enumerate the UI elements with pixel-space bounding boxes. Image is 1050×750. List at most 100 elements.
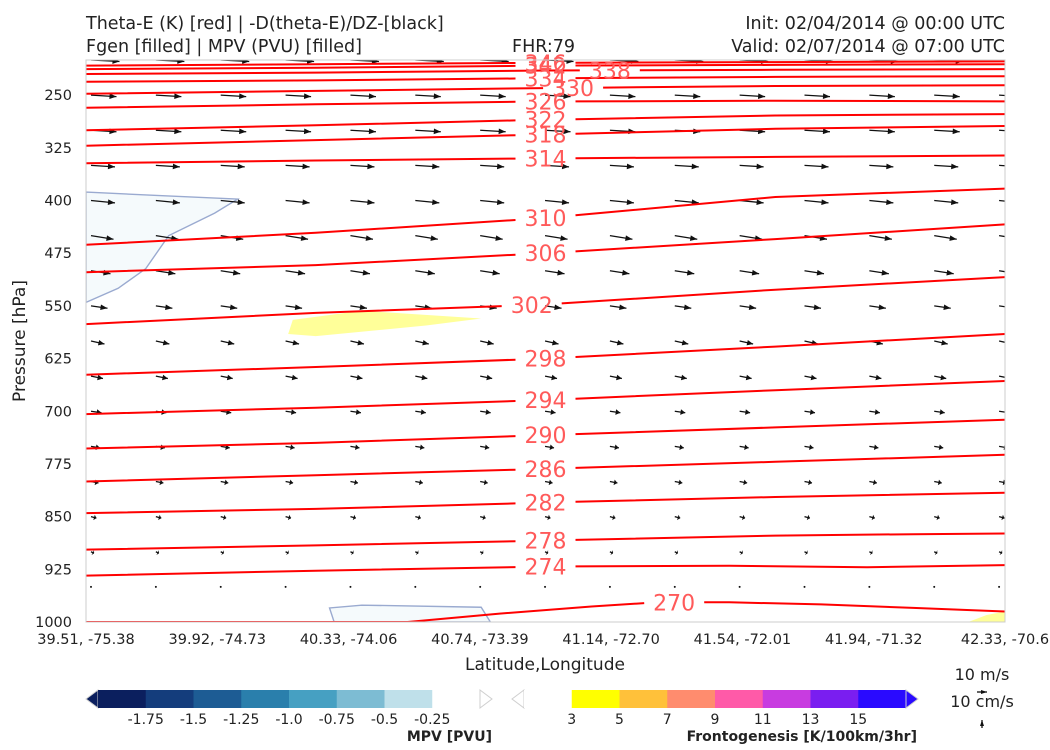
wind-vector — [90, 199, 116, 205]
mpv-colorbar: -1.75 -1.5 -1.25 -1.0 -0.75 -0.5 -0.25 — [85, 689, 493, 728]
x-tick-label: 40.74, -73.39 — [431, 632, 528, 648]
wind-vector — [220, 269, 241, 276]
theta-e-contour-318 — [86, 134, 516, 147]
vector-key-horizontal-label: 10 m/s — [955, 665, 1010, 684]
theta-e-label-278: 278 — [525, 530, 567, 555]
theta-e-contour-290 — [575, 418, 1005, 436]
colorbar-swatch — [432, 690, 481, 708]
theta-e-label-274: 274 — [525, 556, 567, 581]
colorbar-tick-label: 11 — [754, 712, 772, 728]
theta-e-label-334: 334 — [525, 67, 567, 92]
wind-vector — [155, 199, 180, 205]
wind-vector — [544, 514, 551, 521]
wind-vector — [220, 550, 225, 556]
colorbar-swatch — [289, 690, 338, 708]
theta-e-label-282: 282 — [525, 492, 567, 517]
wind-vector — [545, 128, 571, 135]
wind-vector — [220, 479, 229, 486]
wind-vector — [739, 550, 743, 556]
wind-vector — [350, 444, 360, 450]
colorbar-tick-label: -0.5 — [371, 712, 398, 728]
wind-vector — [220, 93, 247, 100]
colorbar-tick-label: -1.75 — [128, 712, 164, 728]
wind-vector — [90, 234, 114, 241]
theta-e-contour-338 — [639, 68, 1005, 72]
colorbar-tick-label: 9 — [711, 712, 720, 728]
wind-vector — [155, 93, 182, 100]
colorbar-swatch — [858, 690, 907, 708]
vector-key-horizontal-arrowhead — [981, 690, 987, 694]
theta-e-contour-278 — [575, 532, 1005, 541]
wind-vector — [739, 304, 757, 311]
x-tick-label: 41.54, -72.01 — [694, 632, 791, 648]
wind-vector — [545, 163, 570, 170]
wind-vector — [415, 550, 419, 556]
frontogenesis-colorbar-title: Frontogenesis [K/100km/3hr] — [687, 729, 917, 745]
wind-vector — [674, 93, 701, 100]
wind-vector — [998, 305, 1005, 308]
frontogenesis-colorbar: 3 5 7 9 11 13 15 — [511, 689, 919, 728]
wind-vector — [934, 339, 948, 346]
theta-e-contour-282 — [86, 502, 516, 515]
wind-vector — [220, 304, 238, 311]
wind-vector — [804, 128, 831, 135]
mpv-region-1 — [328, 604, 492, 622]
wind-vector — [739, 479, 748, 486]
x-axis-label: Latitude,Longitude — [465, 655, 625, 675]
wind-vector — [350, 234, 374, 241]
theta-e-contour-334 — [575, 75, 1005, 80]
wind-vector — [90, 374, 104, 381]
wind-vector — [90, 304, 108, 311]
wind-vector — [934, 128, 960, 135]
wind-vector — [220, 339, 235, 346]
y-axis-ticks: 250 325 400 475 550 625 700 775 850 925 1000 — [35, 88, 72, 631]
wind-vector — [350, 128, 376, 135]
theta-e-label-286: 286 — [525, 458, 567, 483]
theta-e-contour-326 — [575, 99, 1005, 103]
wind-vector — [155, 60, 185, 64]
theta-e-label-318: 318 — [525, 123, 567, 148]
wind-vector — [350, 339, 365, 346]
wind-vector — [480, 234, 503, 241]
wind-vector — [285, 163, 310, 170]
colorbar-extend-left — [85, 689, 99, 709]
wind-vector — [609, 304, 627, 311]
wind-vector — [804, 199, 829, 205]
wind-vector — [544, 479, 553, 486]
x-tick-label: 41.94, -71.32 — [825, 632, 922, 648]
theta-e-contour-306 — [575, 223, 1005, 253]
theta-e-contour-322 — [575, 113, 1005, 121]
wind-vector — [544, 444, 555, 450]
vector-key-vertical-label: 10 cm/s — [950, 692, 1014, 711]
theta-e-contour-330 — [86, 87, 544, 95]
wind-vector — [674, 304, 692, 311]
y-tick-label: 625 — [44, 352, 72, 368]
colorbar-extend-right — [905, 689, 919, 709]
x-tick-label: 39.92, -74.73 — [169, 632, 266, 648]
wind-vector — [350, 199, 375, 205]
wind-vector — [155, 479, 164, 486]
vector-key-vertical-arrowhead — [980, 720, 984, 726]
y-tick-label: 475 — [44, 246, 72, 262]
plot-frame — [85, 59, 1006, 623]
wind-vector — [609, 199, 634, 205]
colorbar-tick-label: 7 — [663, 712, 672, 728]
wind-vector — [285, 93, 312, 100]
theta-e-label-330: 330 — [552, 77, 594, 102]
wind-vector — [90, 93, 117, 100]
colorbar-tick-label: -1.0 — [275, 712, 302, 728]
theta-e-contour-298 — [86, 358, 516, 376]
wind-vector — [999, 199, 1005, 202]
wind-vector — [285, 60, 315, 64]
wind-vector — [285, 128, 312, 135]
theta-e-contour-286 — [575, 453, 1005, 469]
wind-vector — [998, 340, 1005, 343]
wind-vector — [934, 409, 945, 415]
wind-vector — [480, 199, 505, 205]
wind-vector — [804, 374, 817, 381]
wind-vector — [155, 339, 170, 346]
wind-vector — [285, 304, 303, 311]
wind-vector — [934, 304, 951, 311]
y-tick-label: 775 — [44, 457, 72, 473]
wind-vector — [739, 444, 749, 450]
